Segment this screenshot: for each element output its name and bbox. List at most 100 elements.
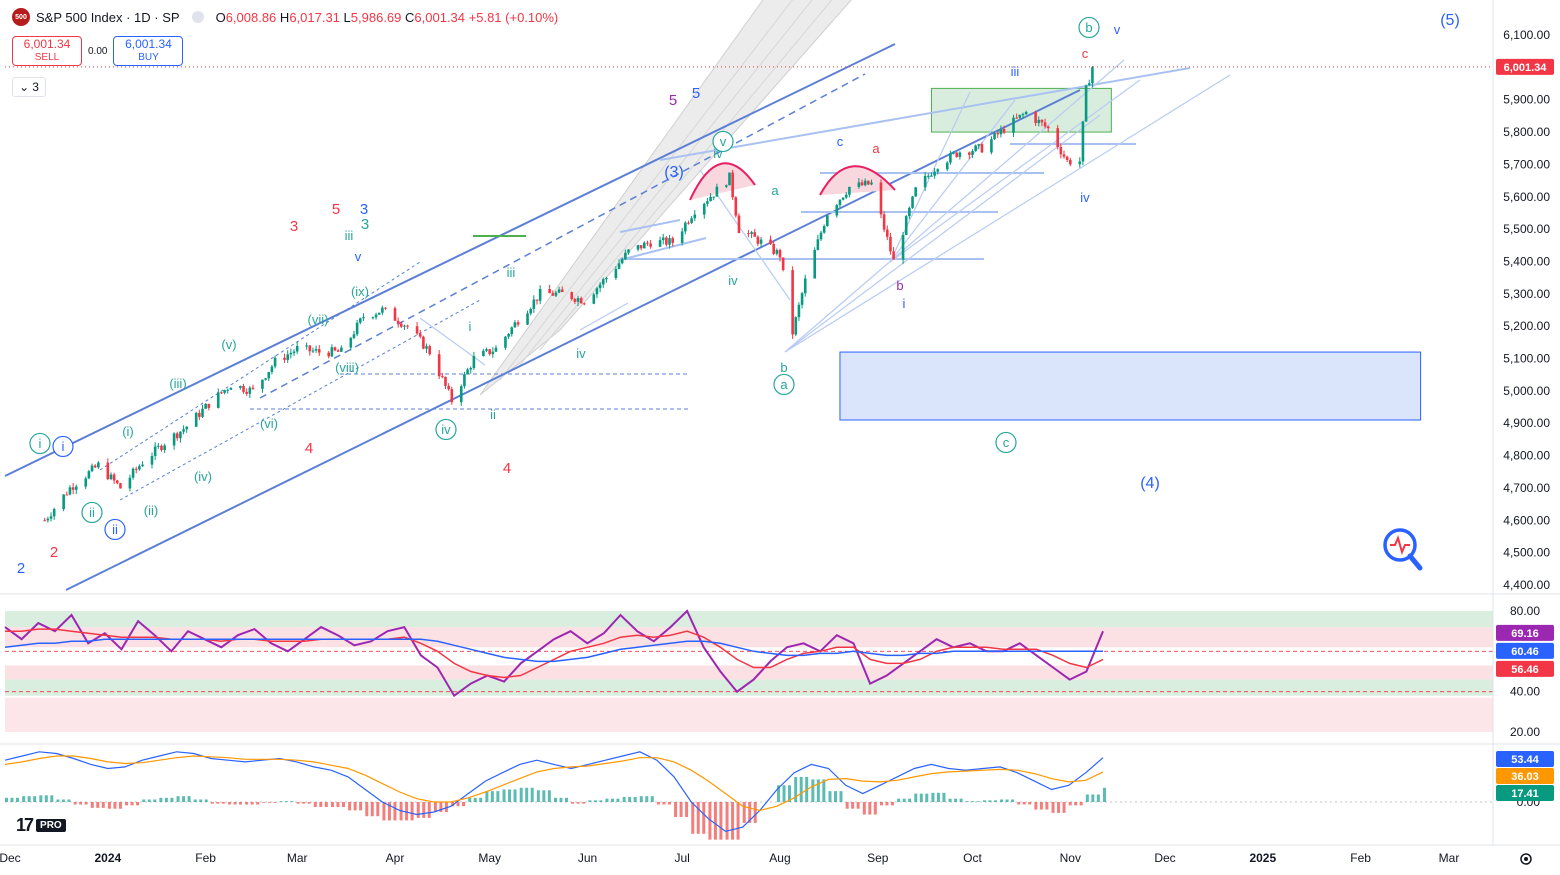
candle-body: [971, 151, 974, 155]
wave-label: 2: [17, 560, 25, 577]
more-dot-icon[interactable]: [191, 11, 204, 23]
gear-icon[interactable]: [1520, 853, 1532, 865]
candle-body: [286, 354, 290, 360]
candle-body: [687, 222, 690, 224]
macd-histogram-bar: [193, 799, 197, 802]
candle-body: [43, 520, 47, 522]
buy-button[interactable]: 6,001.34 BUY: [113, 36, 184, 66]
wave-label: b: [1085, 20, 1092, 35]
wave-label: iv: [728, 273, 738, 288]
candle-body: [974, 145, 977, 152]
macd-histogram-bar: [330, 802, 334, 808]
macd-histogram-bar: [942, 792, 946, 802]
macd-histogram-bar: [427, 802, 431, 818]
macd-histogram-bar: [679, 802, 683, 818]
fan-lines[interactable]: [419, 59, 1231, 366]
macd-histogram-bar: [971, 801, 975, 802]
candle-body: [327, 352, 331, 357]
macd-histogram-bar: [456, 802, 460, 807]
macd-histogram-bar: [1000, 799, 1004, 802]
rsi-band: [5, 665, 1493, 680]
price-axis[interactable]: 6,100.00 5,900.00 5,800.00 5,700.00 5,600.00…: [1503, 28, 1550, 592]
candle-body: [690, 218, 693, 223]
macd-histogram-bar: [1068, 802, 1072, 806]
time-tick-label: 2025: [1249, 851, 1276, 865]
macd-histogram-bar: [708, 802, 712, 840]
candle-body: [538, 289, 542, 301]
channel-upper-line[interactable]: [4, 43, 896, 477]
candle-body: [119, 483, 122, 489]
macd-histogram-bar: [628, 796, 632, 802]
macd-histogram-bar: [919, 793, 923, 802]
macd-histogram-bar: [319, 802, 323, 808]
macd-histogram-bar: [513, 789, 517, 802]
rsi-panel: [4, 609, 1493, 732]
candle-body: [712, 196, 716, 198]
candle-body: [115, 480, 119, 484]
macd-histogram-bar: [782, 785, 786, 802]
candle-body: [1069, 159, 1072, 165]
macd-histogram-bar: [170, 797, 174, 802]
macd-histogram-bar: [313, 802, 317, 808]
macd-histogram-bar: [382, 802, 386, 821]
time-axis[interactable]: Dec 2024 Feb Mar Apr May Jun Jul Aug Sep Oct Nov Dec…: [0, 851, 1459, 865]
macd-histogram-bar: [27, 796, 31, 802]
macd-histogram-bar: [582, 802, 586, 804]
open-key: O: [215, 9, 226, 25]
candle-body: [693, 214, 697, 219]
candle-body: [532, 299, 536, 309]
wave-label: i: [903, 296, 906, 311]
rsi-band: [5, 627, 1493, 648]
macd-histogram-bar: [890, 802, 894, 806]
candle-body: [251, 387, 255, 389]
macd-histogram-bar: [748, 802, 752, 823]
symbol-title[interactable]: S&P 500 Index · 1D · SP: [36, 9, 180, 25]
wave-label: v: [1114, 22, 1121, 37]
candle-body: [150, 455, 154, 465]
pink-arc[interactable]: [819, 165, 896, 196]
candle-body: [90, 465, 94, 472]
candle-body: [576, 298, 580, 302]
candle-body: [885, 229, 889, 237]
candle-body: [488, 349, 491, 355]
candle-body: [914, 187, 917, 197]
sell-button[interactable]: 6,001.34 SELL: [12, 36, 82, 66]
time-tick-label: Jul: [674, 851, 689, 865]
candle-body: [157, 445, 160, 447]
collapse-indicators-button[interactable]: ⌄ 3: [12, 77, 46, 97]
macd-histogram-bar: [479, 797, 483, 802]
price-tick-label: 5,000.00: [1503, 384, 1550, 398]
candle-body: [516, 322, 520, 325]
rsi-series-line: [4, 609, 1104, 698]
candle-body: [614, 268, 618, 278]
wave-label: (vii): [308, 312, 329, 327]
wave-label: (iii): [169, 376, 186, 391]
magnifier-icon[interactable]: [1383, 528, 1423, 571]
price-tick-label: 5,800.00: [1503, 125, 1550, 139]
candle-body: [207, 403, 211, 408]
candle-body: [1046, 126, 1050, 129]
channel-mid-line[interactable]: [259, 73, 866, 399]
macd-histogram-bar: [696, 802, 700, 834]
candle-body: [333, 347, 337, 351]
tradingview-logo[interactable]: 17 PRO: [16, 815, 66, 836]
signal-value-tag-bg: [1496, 768, 1554, 784]
macd-histogram-bar: [593, 800, 597, 802]
candle-body: [706, 201, 709, 204]
candle-body: [624, 252, 627, 260]
wave-label: iv: [576, 346, 586, 361]
channel-lower-line[interactable]: [65, 89, 1081, 591]
candle-body: [131, 468, 135, 478]
macd-histogram-bar: [107, 802, 111, 809]
candle-body: [892, 251, 895, 260]
candle-body: [554, 292, 558, 296]
macd-histogram-bar: [1062, 802, 1066, 813]
macd-histogram-bar: [468, 797, 472, 802]
pink-arc[interactable]: [689, 162, 756, 201]
candle-body: [226, 389, 230, 391]
candle-body: [245, 391, 248, 394]
target-zone-rect[interactable]: [839, 351, 1422, 421]
macd-histogram-bar: [822, 779, 826, 802]
candle-body: [791, 270, 794, 335]
